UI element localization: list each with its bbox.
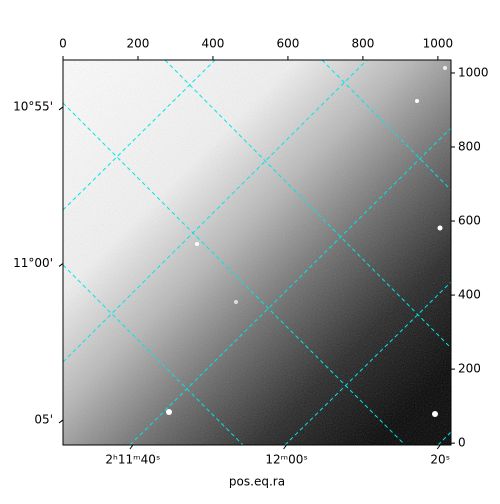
x-tick-label: 800 — [351, 37, 374, 51]
y-tick-label: 800 — [458, 139, 481, 153]
ra-tick-label: 2ʰ11ᵐ40ˢ — [105, 453, 160, 467]
dec-tick-label: 05' — [34, 412, 53, 426]
ra-tick-label: 20ˢ — [430, 453, 450, 467]
ra-tick-label: 12ᵐ00ˢ — [265, 453, 308, 467]
x-tick-label: 400 — [201, 37, 224, 51]
x-tick-label: 600 — [276, 37, 299, 51]
x-axis-label: pos.eq.ra — [229, 475, 285, 489]
ra-tick — [436, 444, 441, 450]
image — [63, 60, 451, 445]
dec-tick-label: 11°00' — [13, 256, 53, 270]
y-tick-label: 600 — [458, 214, 481, 228]
axes-frame — [62, 59, 452, 446]
x-tick-label: 200 — [127, 37, 150, 51]
dec-tick — [58, 263, 64, 267]
dec-tick — [58, 419, 64, 424]
y-tick-label: 400 — [458, 288, 481, 302]
x-tick-label: 1000 — [423, 37, 454, 51]
dec-tick-label: 10°55' — [13, 99, 53, 113]
y-tick-label: 1000 — [458, 65, 489, 79]
dec-tick — [58, 106, 64, 111]
x-tick-label: 0 — [59, 37, 67, 51]
ra-tick — [283, 444, 287, 450]
y-tick-label: 200 — [458, 362, 481, 376]
y-tick-label: 0 — [458, 436, 466, 450]
ra-tick — [129, 444, 134, 450]
